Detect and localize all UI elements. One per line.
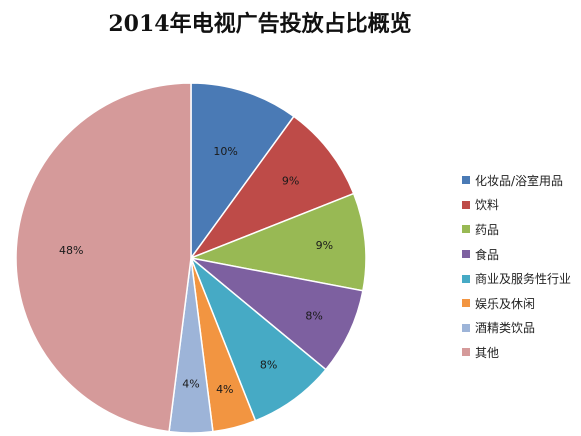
pie-slices (15, 82, 367, 434)
legend-label: 化妆品/浴室用品 (475, 173, 564, 188)
pie-data-label: 8% (260, 358, 277, 371)
pie-slice (15, 82, 192, 433)
legend-item: 娱乐及休闲 (462, 291, 571, 316)
chart-legend: 化妆品/浴室用品 饮料药品食品商业及服务性行业 娱乐及休闲酒精类饮品其他 (462, 168, 571, 365)
legend-label: 食品 (475, 247, 500, 262)
legend-item: 饮料 (462, 193, 571, 218)
legend-item: 商业及服务性行业 (462, 266, 571, 291)
legend-swatch (462, 274, 470, 283)
legend-swatch (462, 250, 470, 259)
chart-title: 2014年电视广告投放占比概览 (108, 11, 412, 37)
pie-data-label: 8% (305, 309, 322, 322)
legend-item: 其他 (462, 340, 571, 365)
legend-label: 娱乐及休闲 (475, 296, 536, 311)
pie-data-label: 10% (213, 145, 237, 158)
pie-slice (188, 192, 367, 292)
pie-data-label: 4% (182, 378, 199, 391)
pie-data-labels: 10% 9% 9% 8% 8% 4% 4% 48% (59, 145, 333, 396)
legend-swatch (462, 323, 470, 332)
legend-label: 饮料 (475, 198, 500, 213)
legend-label: 酒精类饮品 (475, 321, 536, 336)
pie-data-label: 9% (282, 174, 299, 187)
legend-label: 其他 (475, 345, 500, 360)
legend-swatch (462, 299, 470, 308)
legend-item: 酒精类饮品 (462, 316, 571, 341)
pie-slice (188, 115, 355, 260)
pie-data-label: 9% (316, 239, 333, 252)
legend-swatch (462, 225, 470, 234)
legend-swatch (462, 348, 470, 357)
legend-item: 药品 (462, 217, 571, 242)
legend-item: 化妆品/浴室用品 (462, 168, 571, 193)
pie-slice (190, 82, 295, 261)
legend-label: 商业及服务性行业 (475, 272, 572, 287)
legend-item: 食品 (462, 242, 571, 267)
legend-label: 药品 (475, 222, 500, 237)
pie-data-label: 4% (216, 383, 233, 396)
pie-data-label: 48% (59, 244, 83, 257)
legend-swatch (462, 176, 470, 185)
legend-swatch (462, 200, 470, 209)
